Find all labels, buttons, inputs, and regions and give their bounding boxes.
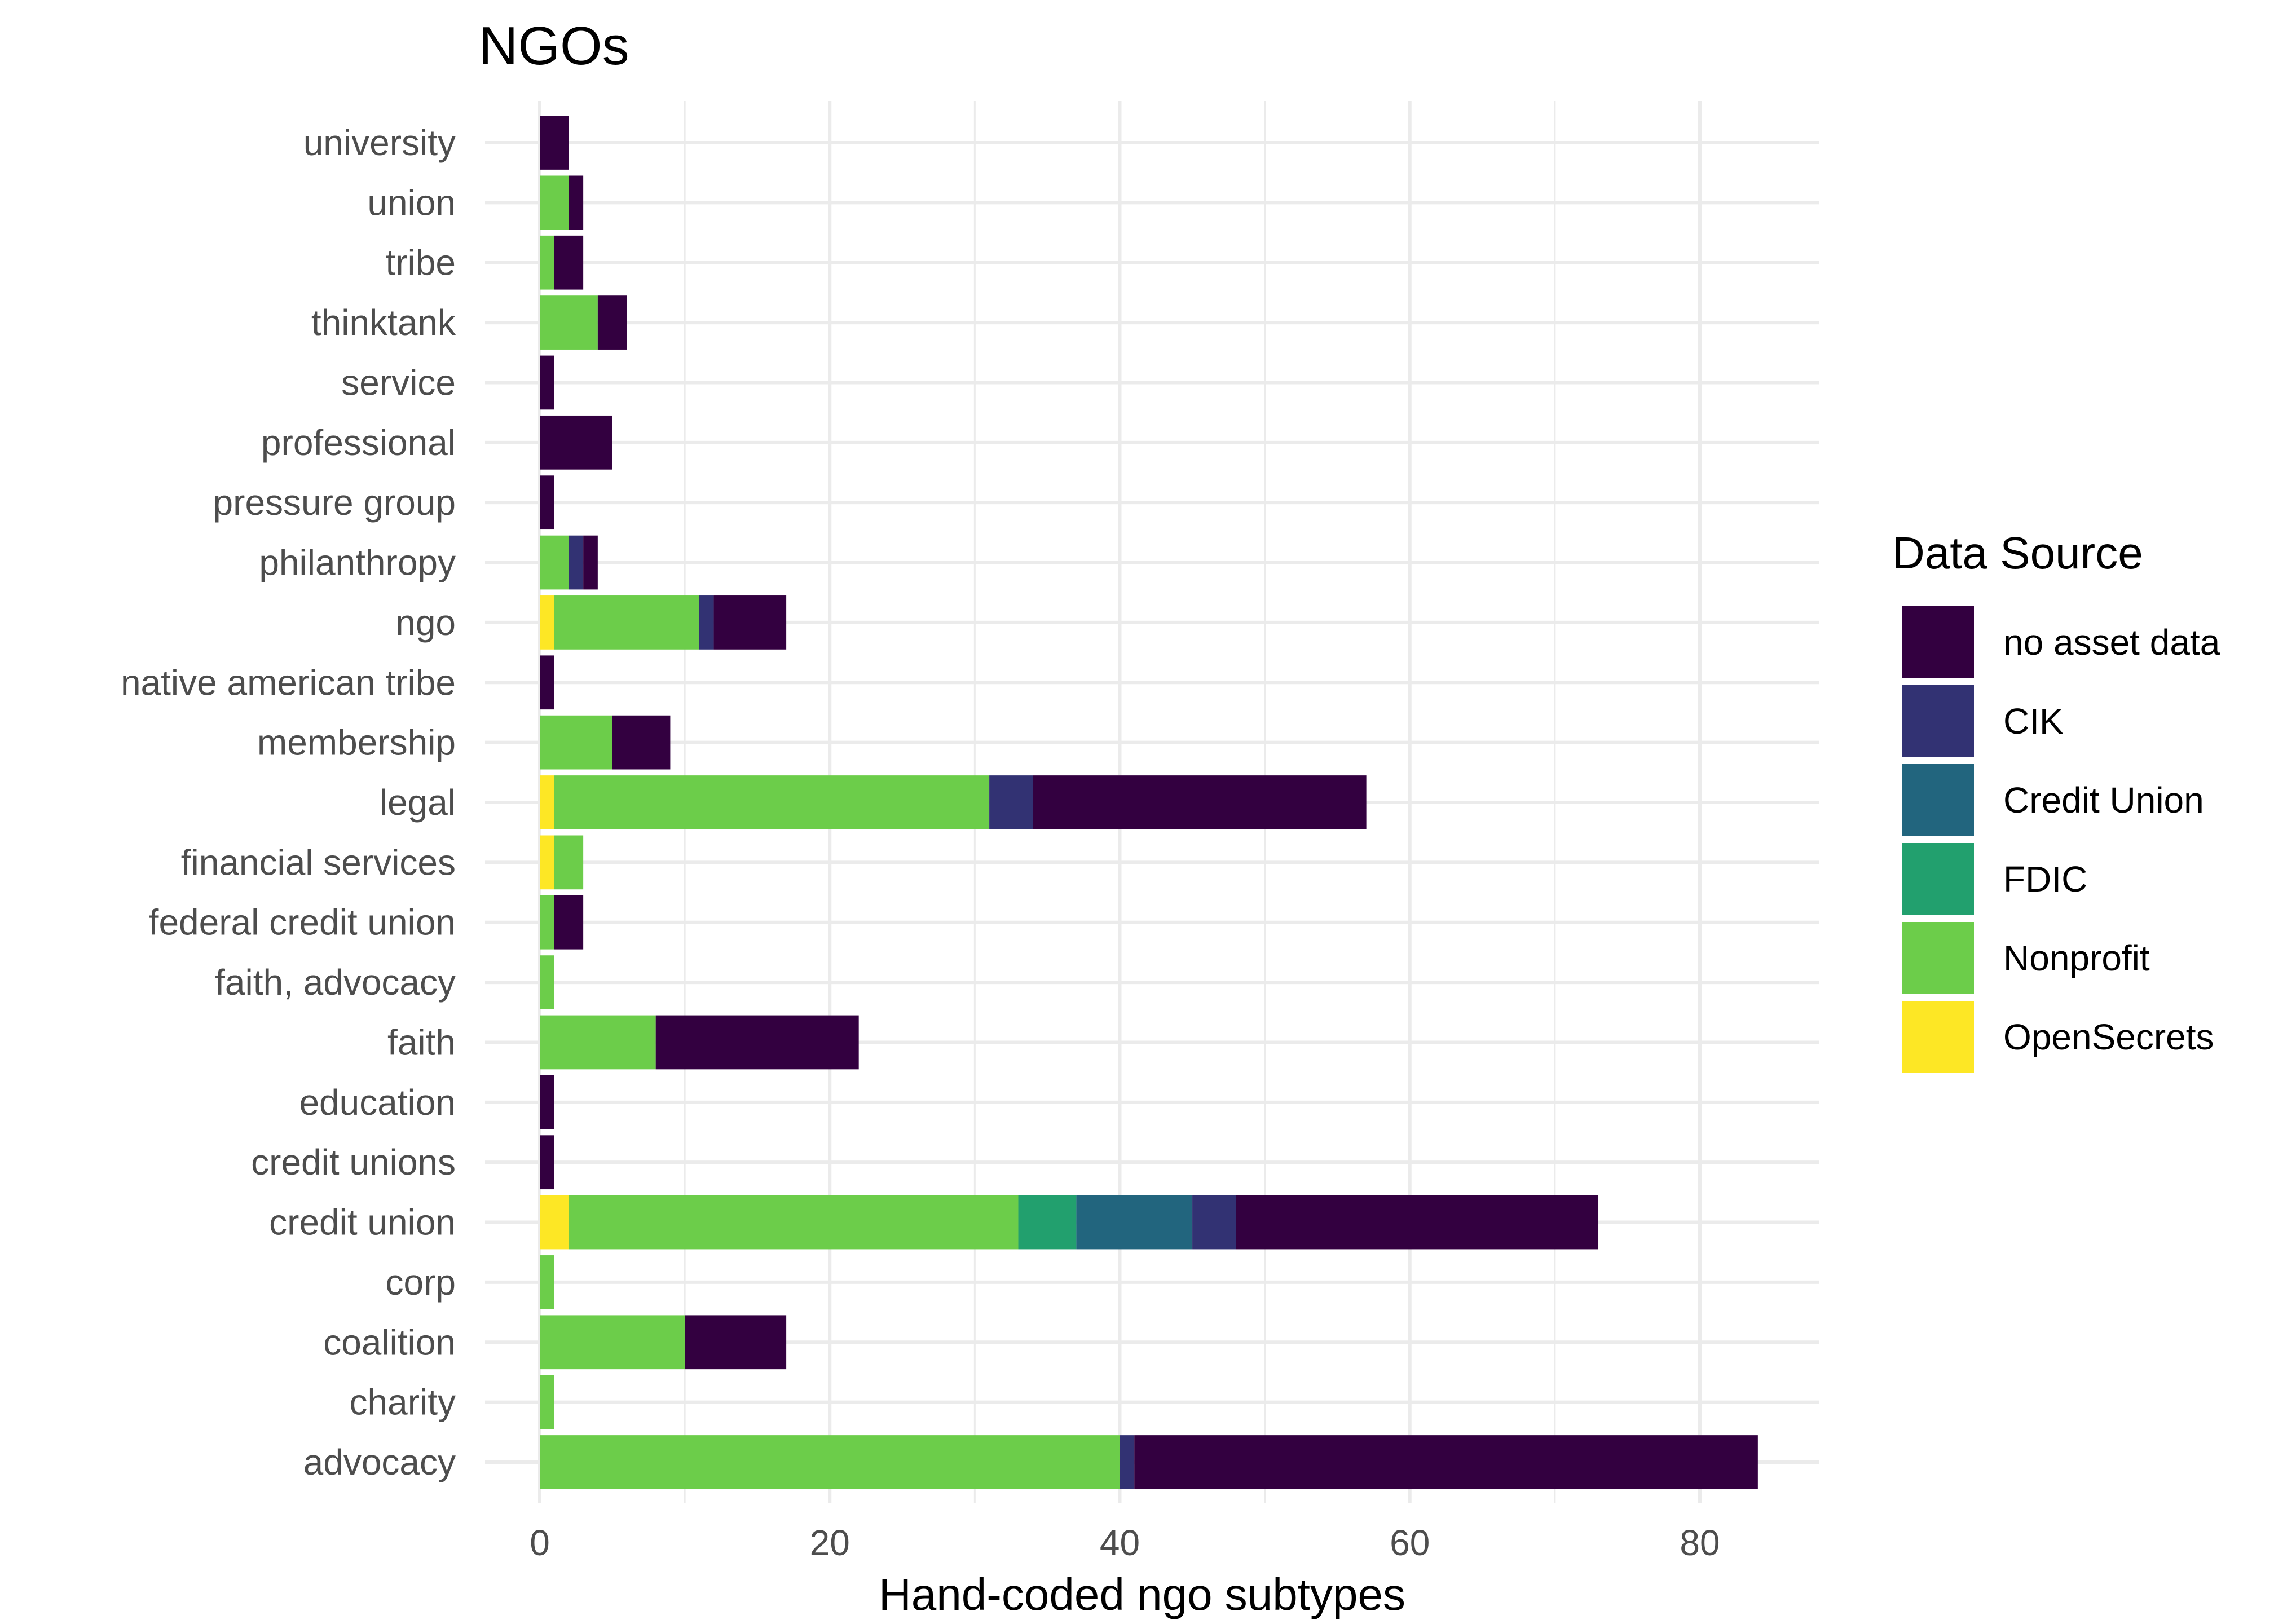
bar-segment — [1134, 1435, 1758, 1489]
bar-segment — [583, 536, 598, 590]
bar-segment — [540, 836, 554, 890]
bar-segment — [554, 236, 583, 290]
bar-segment — [598, 295, 627, 350]
legend-key — [1902, 843, 1974, 915]
x-axis-label: Hand-coded ngo subtypes — [879, 1569, 1405, 1619]
bar-segment — [714, 595, 787, 650]
y-tick-label: union — [367, 182, 456, 223]
bar-segment — [540, 1195, 568, 1250]
bar-segment — [554, 895, 583, 950]
bar-segment — [540, 655, 554, 709]
y-tick-label: corp — [386, 1262, 456, 1303]
bar-segment — [540, 356, 554, 410]
x-tick-label: 40 — [1100, 1522, 1140, 1563]
chart-title: NGOs — [479, 16, 629, 76]
legend-key — [1902, 764, 1974, 836]
y-tick-label: education — [299, 1082, 456, 1123]
y-tick-label: professional — [261, 422, 456, 463]
bar-segment — [989, 775, 1033, 829]
y-tick-label: faith, advocacy — [215, 962, 456, 1003]
bar-segment — [540, 1375, 554, 1429]
y-tick-label: tribe — [386, 242, 456, 283]
bar-segment — [540, 955, 554, 1009]
bar-segment — [540, 116, 568, 170]
bar-segment — [540, 1315, 685, 1369]
y-tick-label: financial services — [181, 842, 456, 882]
bar-segment — [540, 475, 554, 529]
bar-segment — [540, 895, 554, 950]
y-tick-label: advocacy — [303, 1442, 456, 1482]
y-tick-label: federal credit union — [149, 902, 456, 943]
bar-segment — [540, 416, 612, 470]
bar-segment — [540, 236, 554, 290]
bar-segment — [540, 595, 554, 650]
legend-label: Credit Union — [2003, 780, 2204, 820]
y-tick-label: university — [303, 122, 456, 163]
x-tick-label: 60 — [1390, 1522, 1430, 1563]
bar-segment — [540, 295, 598, 350]
legend-label: no asset data — [2003, 622, 2220, 663]
bar-segment — [540, 775, 554, 829]
bar-segment — [568, 1195, 1018, 1250]
legend-label: CIK — [2003, 701, 2064, 742]
legend-key — [1902, 685, 1974, 757]
y-tick-label: credit union — [269, 1202, 456, 1243]
legend-label: Nonprofit — [2003, 938, 2150, 978]
x-axis-tick-labels: 0 20 40 60 80 — [530, 1522, 1720, 1563]
y-tick-label: charity — [350, 1382, 456, 1423]
x-tick-label: 0 — [530, 1522, 550, 1563]
bar-segment — [568, 536, 583, 590]
bar-segment — [554, 595, 699, 650]
bar-segment — [699, 595, 714, 650]
bar-segment — [1019, 1195, 1077, 1250]
bar-segment — [540, 716, 612, 770]
y-tick-label: pressure group — [213, 482, 456, 523]
legend-title: Data Source — [1892, 528, 2143, 578]
legend-key — [1902, 1001, 1974, 1073]
bar-segment — [540, 1255, 554, 1309]
legend-label: FDIC — [2003, 859, 2087, 899]
bar-segment — [540, 1016, 656, 1070]
bar-segment — [554, 836, 583, 890]
legend-items: no asset data CIK Credit Union FDIC Nonprofi… — [1902, 606, 2220, 1073]
y-tick-label: service — [341, 362, 456, 403]
bar-segment — [568, 176, 583, 230]
bar-segment — [540, 1435, 1120, 1489]
x-tick-label: 20 — [810, 1522, 850, 1563]
bar-segment — [1076, 1195, 1192, 1250]
bar-segment — [656, 1016, 859, 1070]
y-tick-label: credit unions — [251, 1142, 456, 1182]
bar-segment — [540, 1075, 554, 1129]
legend: Data Source no asset data CIK Credit Union… — [1892, 528, 2220, 1073]
bar-segment — [1033, 775, 1366, 829]
bar-segment — [1192, 1195, 1236, 1250]
legend-key — [1902, 922, 1974, 994]
y-tick-label: membership — [257, 722, 456, 763]
bar-segment — [1120, 1435, 1135, 1489]
legend-label: OpenSecrets — [2003, 1017, 2214, 1057]
y-tick-label: philanthropy — [259, 542, 456, 583]
y-tick-label: faith — [387, 1022, 456, 1062]
y-tick-label: ngo — [395, 602, 456, 643]
y-tick-label: thinktank — [311, 302, 456, 343]
bar-segment — [685, 1315, 786, 1369]
bar-segment — [540, 176, 568, 230]
y-axis-tick-labels: advocacy charity coalition corp credit union… — [121, 122, 456, 1482]
bar-segment — [554, 775, 989, 829]
legend-key — [1902, 606, 1974, 678]
bar-segment — [540, 1135, 554, 1189]
y-tick-label: native american tribe — [121, 662, 456, 703]
bar-segment — [540, 536, 568, 590]
y-tick-label: coalition — [323, 1322, 456, 1362]
bar-segment — [1236, 1195, 1598, 1250]
bar-segment — [612, 716, 671, 770]
y-tick-label: legal — [380, 782, 456, 823]
x-tick-label: 80 — [1680, 1522, 1720, 1563]
